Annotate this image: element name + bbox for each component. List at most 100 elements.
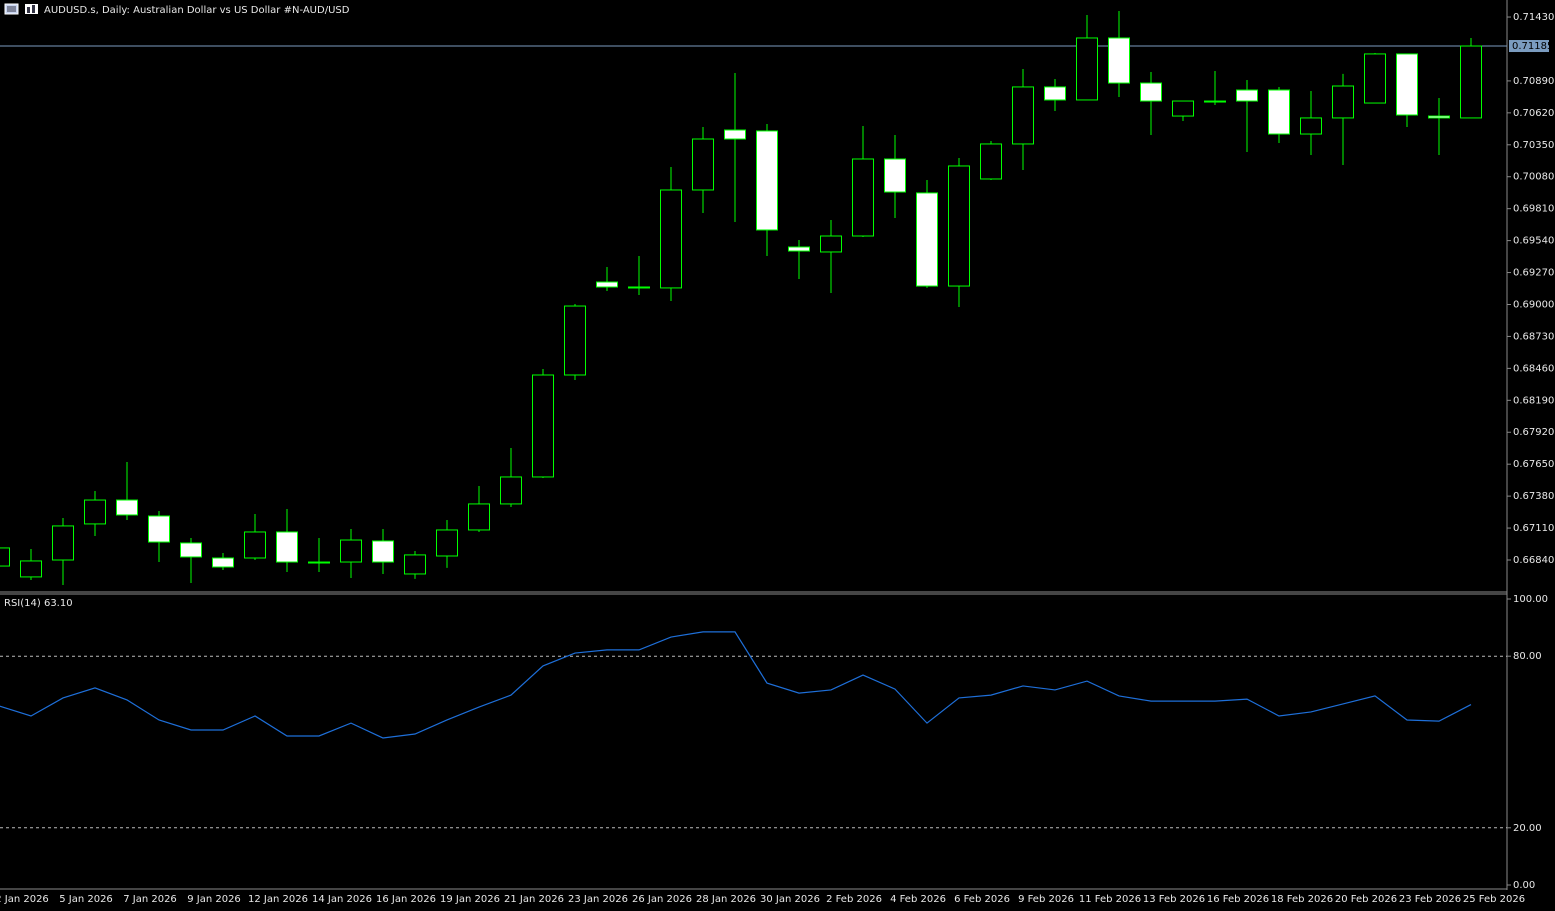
y-tick-label: 0.70620 [1513,108,1554,119]
x-tick-label: 20 Feb 2026 [1335,894,1397,905]
candle-body [372,540,394,563]
x-tick-label: 9 Feb 2026 [1018,894,1074,905]
candle-body [308,561,330,564]
current-price-box [1509,40,1549,53]
candle-body [916,192,938,287]
candle-body [1044,86,1066,101]
rsi-line [0,631,1472,739]
candle-body [1140,82,1162,102]
candle-body [1108,37,1130,84]
candle-body [788,246,810,252]
y-tick-label: 0.67920 [1513,427,1554,438]
x-tick-label: 19 Jan 2026 [440,894,500,905]
candle-body [244,531,266,559]
candle-body [852,158,874,237]
candle-body [948,165,970,287]
candle-body [628,286,650,289]
y-tick-label: 100.00 [1513,594,1548,605]
y-tick-label: 80.00 [1513,651,1542,662]
candle-body [532,374,554,478]
x-tick-label: 9 Jan 2026 [187,894,241,905]
candle-body [276,531,298,563]
candle-body [1300,117,1322,135]
y-tick-label: 0.71430 [1513,12,1554,23]
x-tick-label: 13 Feb 2026 [1143,894,1205,905]
candle-body [500,476,522,505]
candle-body [1076,37,1098,101]
x-tick-label: 2 Feb 2026 [826,894,882,905]
x-tick-label: 16 Feb 2026 [1207,894,1269,905]
y-tick-label: 0.67110 [1513,523,1554,534]
candle-body [1396,53,1418,116]
candle-body [148,515,170,543]
candle-body [756,130,778,231]
y-tick-label: 0.68460 [1513,363,1554,374]
y-tick-label: 0.67650 [1513,459,1554,470]
x-tick-label: 18 Feb 2026 [1271,894,1333,905]
x-tick-label: 14 Jan 2026 [312,894,372,905]
candle-body [1428,115,1450,119]
candle-body [1364,53,1386,104]
candle-body [884,158,906,193]
y-tick-label: 0.69270 [1513,268,1554,279]
x-tick-label: 4 Feb 2026 [890,894,946,905]
y-tick-label: 0.66840 [1513,555,1554,566]
y-tick-label: 0.68190 [1513,395,1554,406]
candle-body [1012,86,1034,145]
candle-body [692,138,714,191]
candle-body [564,305,586,376]
candle-body [404,554,426,575]
y-tick-label: 0.68730 [1513,331,1554,342]
candle-body [0,547,10,567]
x-tick-label: 12 Jan 2026 [248,894,308,905]
y-tick-label: 0.69810 [1513,204,1554,215]
candle-body [1332,85,1354,119]
rsi-title: RSI(14) 63.10 [4,598,73,609]
candle-body [980,143,1002,180]
x-tick-label: 5 Jan 2026 [59,894,113,905]
candle-body [84,499,106,525]
candle-body [340,539,362,563]
current-price-label: 0.71185 [1512,41,1553,52]
symbol-icons [4,3,38,15]
x-tick-label: 25 Feb 2026 [1463,894,1525,905]
chart-title: AUDUSD.s, Daily: Australian Dollar vs US… [44,5,350,16]
y-tick-label: 0.70890 [1513,76,1554,87]
candle-body [1268,89,1290,135]
candle-body [820,235,842,253]
candle-body [436,529,458,557]
y-tick-label: 0.70350 [1513,140,1554,151]
y-tick-label: 0.00 [1513,880,1535,891]
candle-body [180,542,202,558]
y-tick-label: 20.00 [1513,823,1542,834]
y-tick-label: 0.69540 [1513,236,1554,247]
candle-body [116,499,138,516]
x-tick-label: 26 Jan 2026 [632,894,692,905]
x-tick-label: 16 Jan 2026 [376,894,436,905]
x-tick-label: 21 Jan 2026 [504,894,564,905]
x-tick-label: 23 Feb 2026 [1399,894,1461,905]
candle-body [52,525,74,561]
candle-body [1172,100,1194,117]
candle-body [1236,89,1258,102]
candle-body [660,189,682,289]
x-tick-label: 6 Feb 2026 [954,894,1010,905]
candle-body [212,557,234,568]
x-tick-label: 28 Jan 2026 [696,894,756,905]
x-tick-label: 30 Jan 2026 [760,894,820,905]
candle-body [724,129,746,140]
candle-body [1460,45,1482,119]
y-tick-label: 0.70080 [1513,172,1554,183]
x-tick-label: 7 Jan 2026 [123,894,177,905]
x-tick-label: 23 Jan 2026 [568,894,628,905]
candle-body [596,281,618,288]
y-tick-label: 0.67380 [1513,491,1554,502]
y-tick-label: 0.69000 [1513,299,1554,310]
candle-body [468,503,490,531]
x-tick-label: 11 Feb 2026 [1079,894,1141,905]
candle-body [20,560,42,578]
candle-body [1204,100,1226,103]
x-tick-label: 2 Jan 2026 [0,894,49,905]
